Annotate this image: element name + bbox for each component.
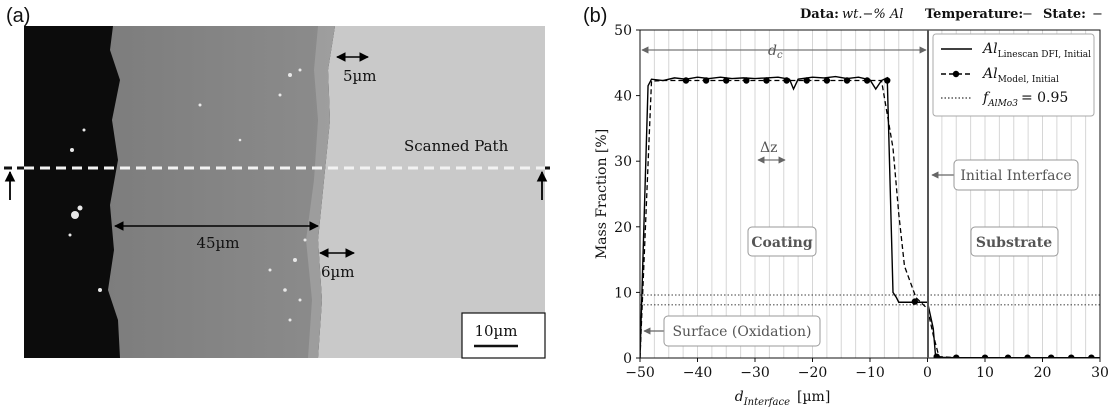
series-linescan-line: [640, 75, 1100, 358]
width-label-coating: 45µm: [196, 234, 239, 252]
series-model-marker: [743, 77, 750, 84]
header-data-label: Data:: [800, 7, 839, 22]
header-state-label: State:: [1043, 7, 1086, 22]
header-temperature-label: Temperature:: [925, 7, 1023, 22]
header-temperature-value: −: [1022, 7, 1033, 22]
series-model-marker: [723, 77, 730, 84]
chart-header: Data: wt.−% Al Temperature: − State: −: [800, 7, 1103, 22]
dz-label: Δz: [760, 140, 778, 156]
series-model-marker: [1047, 354, 1055, 358]
x-tick-label: −10: [855, 365, 885, 381]
scale-bar-box: [461, 312, 546, 359]
series-model-marker: [1068, 354, 1075, 358]
series-model-marker: [884, 77, 891, 84]
x-tick-label: 20: [1034, 365, 1052, 381]
legend-linescan-symbol: Al: [981, 41, 998, 57]
scan-path-label: Scanned Path: [404, 137, 509, 155]
coating-box: Coating: [747, 226, 817, 257]
legend-model-subscript: Model, Initial: [998, 75, 1059, 85]
y-tick-label: 20: [614, 220, 632, 236]
series-model-marker: [702, 77, 710, 84]
x-axis-title: dInterface: [735, 389, 790, 408]
sem-coating: [108, 26, 335, 358]
substrate-box: Substrate: [970, 226, 1059, 257]
y-tick-label: 50: [614, 23, 632, 39]
x-tick-label: 10: [976, 365, 994, 381]
x-tick-label: −40: [683, 365, 713, 381]
series-model-marker: [803, 77, 810, 84]
x-tick-label: −20: [798, 365, 828, 381]
plot-area: −50 −40 −30 −20 −10 0 10 20 30 0 10 20 30 40 50: [614, 23, 1109, 381]
series-model-marker: [763, 77, 770, 84]
legend-marker-model: [952, 70, 960, 78]
dc-symbol: d: [768, 43, 777, 59]
legend-fraction-suffix: = 0.95: [1021, 90, 1068, 106]
sem-image: 10µm: [4, 26, 550, 359]
dc-subscript: c: [777, 50, 783, 61]
header-data-value: wt.−% Al: [842, 7, 903, 22]
series-model-marker: [933, 353, 940, 358]
surface-box: Surface (Oxidation): [643, 315, 821, 347]
x-tick-label: −50: [625, 365, 655, 381]
series-model-marker: [1024, 354, 1031, 358]
x-tick-label: −30: [740, 365, 770, 381]
legend-entry-linescan: AlLinescan DFI, Initial: [981, 41, 1091, 60]
x-axis-subscript: Interface: [743, 397, 790, 408]
surface-label: Surface (Oxidation): [672, 324, 811, 340]
series-layer: [640, 75, 1100, 358]
axis-ticks: −50 −40 −30 −20 −10 0 10 20 30 0 10 20 30 40 50: [614, 23, 1109, 381]
scale-bar-label: 10µm: [474, 322, 517, 340]
legend-entry-model: AlModel, Initial: [981, 66, 1059, 85]
sem-interphase: [306, 26, 335, 358]
legend-entry-fraction: fAlMo3 = 0.95: [982, 90, 1068, 109]
panel-a-label: (a): [6, 5, 30, 27]
legend-box: [932, 33, 1095, 117]
y-tick-label: 30: [614, 154, 632, 170]
series-model-marker: [863, 77, 871, 84]
coating-label: Coating: [751, 235, 813, 251]
sem-substrate: [318, 26, 545, 358]
dc-label: dc: [768, 43, 783, 61]
legend: AlLinescan DFI, Initial AlModel, Initial…: [932, 33, 1095, 117]
series-model-marker: [981, 354, 989, 358]
x-axis-unit: [µm]: [797, 389, 830, 405]
width-label-bottom: 6µm: [321, 263, 355, 281]
panel-b-label: (b): [583, 5, 607, 27]
header-state-value: −: [1092, 7, 1103, 22]
legend-model-symbol: Al: [981, 66, 998, 82]
substrate-label: Substrate: [976, 235, 1052, 251]
series-model-marker: [1004, 354, 1012, 358]
series-model-marker: [843, 77, 851, 84]
y-axis-title: Mass Fraction [%]: [594, 129, 610, 259]
initial-interface-label: Initial Interface: [960, 168, 1071, 184]
initial-interface-box: Initial Interface: [931, 159, 1079, 191]
legend-fraction-subscript: AlMo3: [987, 99, 1018, 109]
series-model-marker: [823, 77, 831, 84]
x-axis-symbol: d: [735, 389, 744, 405]
y-tick-label: 40: [614, 89, 632, 105]
legend-linescan-subscript: Linescan DFI, Initial: [998, 50, 1091, 60]
y-tick-label: 10: [614, 285, 632, 301]
x-tick-label: 0: [923, 365, 932, 381]
series-model-marker: [911, 298, 919, 305]
series-model-marker: [682, 77, 690, 84]
y-tick-label: 0: [623, 351, 632, 367]
sem-particles: [68, 68, 307, 322]
series-model-marker: [953, 354, 960, 358]
legend-fraction-symbol: f: [982, 90, 991, 106]
series-model-marker: [1088, 354, 1095, 358]
series-model-marker: [783, 77, 790, 84]
x-tick-label: 30: [1091, 365, 1109, 381]
width-label-top: 5µm: [343, 67, 377, 85]
